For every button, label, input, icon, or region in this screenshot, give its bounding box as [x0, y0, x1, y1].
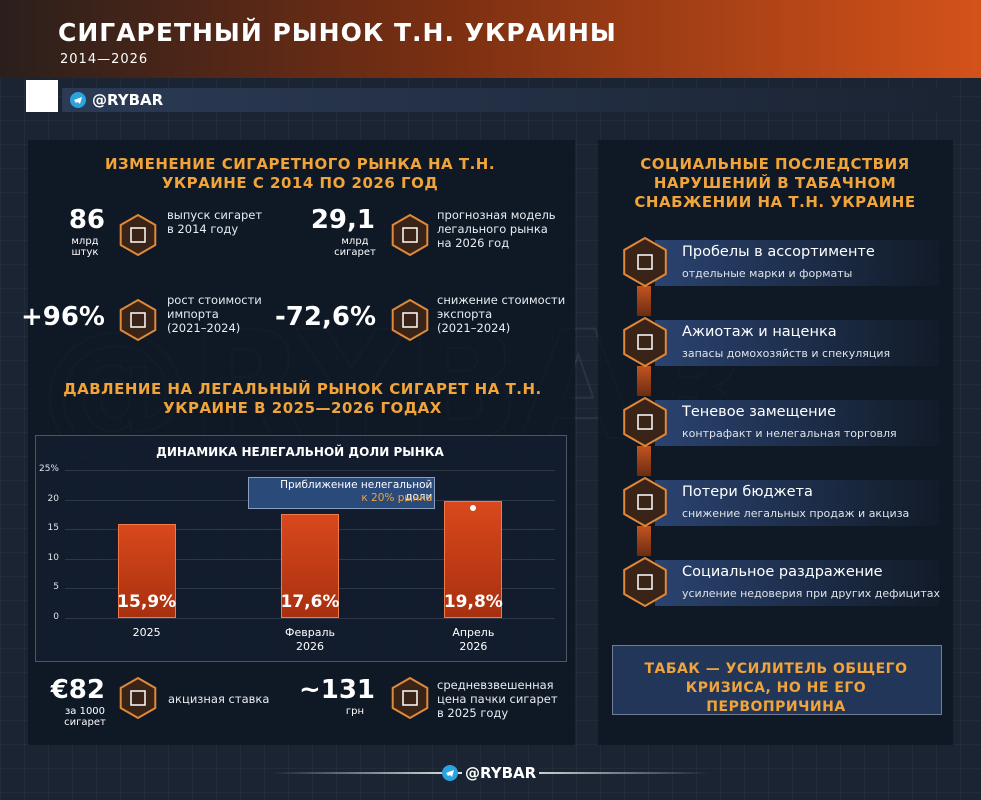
telegram-icon [442, 765, 458, 781]
annotation-dot [470, 504, 477, 511]
stat-icon [119, 213, 157, 257]
y-tick-label: 20 [47, 493, 59, 504]
stat-value: ~131 [298, 675, 375, 705]
y-tick-label: 10 [47, 552, 59, 563]
item-title: Социальное раздражение [682, 564, 883, 580]
y-tick-label: 25% [38, 464, 59, 474]
stat-unit: млрд штук [71, 236, 99, 258]
chart-title: ДИНАМИКА НЕЛЕГАЛЬНОЙ ДОЛИ РЫНКА [156, 445, 444, 459]
stat-icon [391, 298, 429, 342]
item-title: Ажиотаж и наценка [682, 324, 837, 340]
item-icon [623, 476, 667, 528]
grid-line [65, 618, 555, 619]
item-title: Пробелы в ассортименте [682, 244, 875, 260]
y-tick-label: 15 [47, 523, 59, 534]
item-subtitle: снижение легальных продаж и акциза [682, 507, 910, 520]
stat-value: 29,1 [310, 205, 375, 235]
stat-label: акцизная ставка [168, 692, 270, 706]
title: СИГАРЕТНЫЙ РЫНОК Т.Н. УКРАИНЫ [58, 18, 617, 47]
right-title: СОЦИАЛЬНЫЕ ПОСЛЕДСТВИЯ НАРУШЕНИЙ В ТАБАЧ… [634, 155, 916, 211]
stat-label: выпуск сигарет [167, 208, 263, 222]
arrow [637, 366, 651, 396]
item-band [655, 400, 940, 446]
x-tick-label: Февраль 2026 [285, 626, 335, 653]
value-label: 15,9% [117, 592, 177, 612]
annotation-highlight: к 20% рынка [361, 491, 433, 504]
arrow [637, 446, 651, 476]
subtitle: 2014—2026 [60, 52, 149, 67]
section-title: ИЗМЕНЕНИЕ СИГАРЕТНОГО РЫНКА НА Т.Н. УКРА… [104, 155, 496, 192]
item-icon [623, 236, 667, 288]
brand-bar [62, 88, 952, 112]
item-band [655, 560, 940, 606]
stat-unit: за 1000 сигарет [64, 706, 106, 728]
stat-icon [391, 213, 429, 257]
annotation: Приближение нелегальной доли [280, 478, 433, 503]
stat-label: прогнозная модель легального рынка [437, 208, 556, 236]
item-band [655, 480, 940, 526]
arrow [637, 526, 651, 556]
item-subtitle: отдельные марки и форматы [682, 267, 853, 280]
bar [117, 523, 176, 618]
stat-note: (2021–2024) [167, 321, 241, 335]
stat-label: средневзвешенная цена пачки сигарет в 20… [437, 678, 558, 720]
stat-note: (2021–2024) [437, 321, 511, 335]
stat-icon [391, 676, 429, 720]
item-subtitle: усиление недоверия при других дефицитах [682, 587, 940, 600]
telegram-icon [70, 92, 86, 108]
stat-icon [119, 298, 157, 342]
header-band [0, 0, 981, 78]
stat-value: €82 [50, 675, 105, 705]
bar [281, 513, 339, 618]
footer-brand: @RYBAR [462, 764, 540, 782]
stat-label: рост стоимости импорта [167, 293, 262, 321]
item-title: Теневое замещение [682, 404, 836, 420]
brand: @RYBAR [92, 91, 164, 109]
stat-value: +96% [20, 302, 105, 332]
y-tick-label: 5 [53, 582, 59, 593]
value-label: 17,6% [280, 592, 340, 612]
annotation-box [248, 476, 436, 509]
item-subtitle: контрафакт и нелегальная торговля [682, 427, 897, 440]
bar [444, 500, 503, 618]
item-icon [623, 556, 667, 608]
stat-icon [119, 676, 157, 720]
stat-label: снижение стоимости экспорта [437, 293, 566, 321]
stat-unit: млрд сигарет [334, 236, 376, 258]
x-tick-label: 2025 [132, 626, 161, 639]
x-tick-label: Апрель 2026 [452, 626, 495, 653]
value-label: 19,8% [443, 592, 503, 612]
conclusion: ТАБАК — УСИЛИТЕЛЬ ОБЩЕГО КРИЗИСА, НО НЕ … [644, 661, 908, 715]
item-band [655, 240, 940, 286]
item-icon [623, 316, 667, 368]
item-band [655, 320, 940, 366]
arrow [637, 286, 651, 316]
qr-code [26, 80, 58, 112]
stat-value: 86 [68, 205, 105, 235]
stat-unit: грн [345, 706, 365, 717]
stat-note: на 2026 год [437, 236, 510, 250]
y-tick-label: 0 [53, 612, 59, 622]
item-title: Потери бюджета [682, 484, 813, 500]
stat-note: в 2014 году [167, 222, 239, 236]
conclusion-box [612, 645, 942, 715]
grid-line [65, 470, 555, 471]
section-title: ДАВЛЕНИЕ НА ЛЕГАЛЬНЫЙ РЫНОК СИГАРЕТ НА Т… [63, 380, 542, 417]
item-icon [623, 396, 667, 448]
item-subtitle: запасы домохозяйств и спекуляция [682, 347, 891, 360]
stat-value: -72,6% [275, 302, 376, 332]
